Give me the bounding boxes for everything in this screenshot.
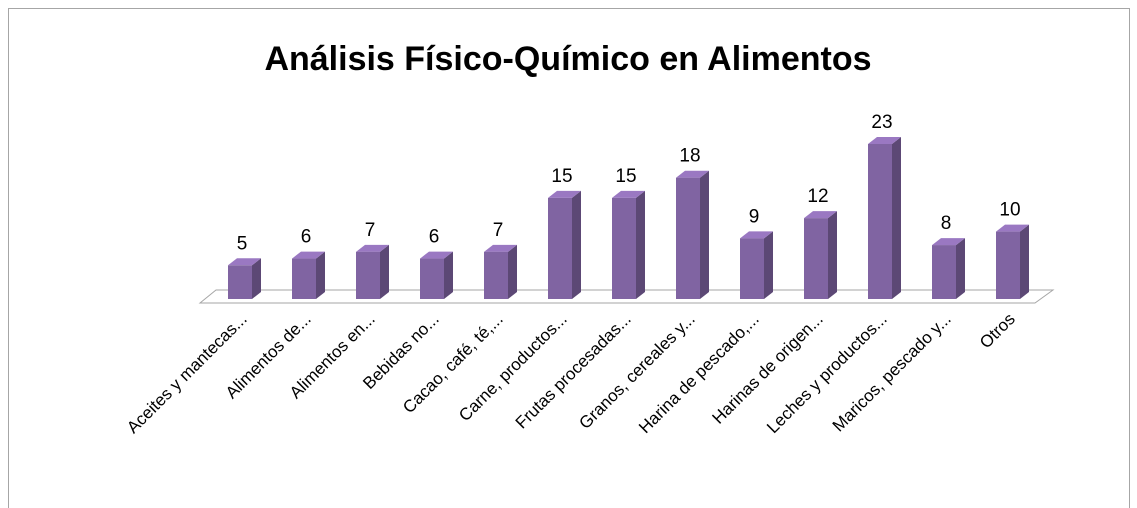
bar-top [292, 251, 325, 259]
bar [740, 231, 773, 299]
data-label: 10 [999, 200, 1020, 221]
bar-top [868, 137, 901, 144]
bar-front [228, 265, 252, 299]
bar [868, 137, 901, 299]
bar-top [228, 258, 261, 266]
bar-top [804, 211, 837, 219]
bar-top [676, 170, 709, 178]
bar [356, 244, 389, 299]
bar-side [1020, 224, 1029, 299]
bar-side [636, 190, 645, 299]
bar-front [292, 258, 316, 299]
bar-front [612, 197, 636, 299]
bar-side [380, 244, 389, 299]
bar-front [676, 177, 700, 299]
bar-top [612, 190, 645, 198]
bar-side [700, 170, 709, 299]
bar-top [932, 238, 965, 246]
bar-front [484, 251, 508, 299]
bar-side [956, 238, 965, 299]
data-label: 6 [301, 227, 312, 248]
bar [676, 170, 709, 299]
data-label: 12 [807, 186, 828, 207]
bar-side [572, 190, 581, 299]
data-label: 15 [551, 166, 572, 187]
bar [292, 251, 325, 299]
bar-side [828, 211, 837, 299]
bar-side [252, 258, 261, 299]
bar-front [420, 258, 444, 299]
bar [228, 258, 261, 299]
bar [420, 251, 453, 299]
bar-top [548, 190, 581, 198]
bar-side [892, 137, 901, 299]
bar [996, 224, 1029, 299]
bar-front [548, 197, 572, 299]
bar [612, 190, 645, 299]
bar-front [356, 251, 380, 299]
bar [484, 244, 517, 299]
bar [804, 211, 837, 299]
data-label: 5 [237, 233, 248, 254]
data-label: 6 [429, 227, 440, 248]
bar-front [740, 238, 764, 299]
bar-top [484, 244, 517, 252]
bar-top [420, 251, 453, 259]
chart-title: Análisis Físico-Químico en Alimentos [264, 40, 871, 78]
bar-top [996, 224, 1029, 232]
data-label: 18 [679, 146, 700, 167]
data-label: 15 [615, 166, 636, 187]
bar [932, 238, 965, 299]
bar-front [868, 144, 892, 299]
bar [548, 190, 581, 299]
data-label: 23 [871, 112, 892, 133]
bar-side [444, 251, 453, 299]
bar-side [764, 231, 773, 299]
bar-front [932, 245, 956, 299]
data-label: 7 [493, 220, 504, 241]
bar-top [356, 244, 389, 252]
data-label: 8 [941, 213, 952, 234]
bar-side [508, 244, 517, 299]
bar-front [804, 218, 828, 299]
data-label: 7 [365, 220, 376, 241]
bar-front [996, 231, 1020, 299]
bar-side [316, 251, 325, 299]
data-label: 9 [749, 206, 760, 227]
bar-top [740, 231, 773, 239]
